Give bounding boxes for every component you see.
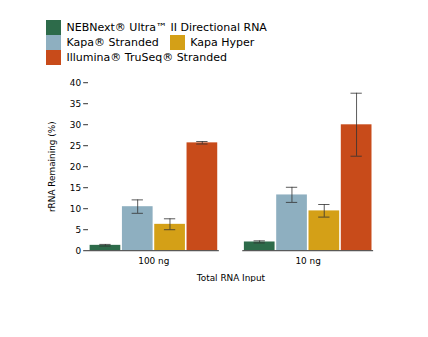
svg-text:25: 25 [70,140,81,150]
svg-text:10: 10 [70,203,82,213]
svg-text:10 ng: 10 ng [295,256,320,266]
html-text:Kapa Hyper: Kapa Hyper [190,36,255,49]
svg-text:rRNA Remaining (%): rRNA Remaining (%) [47,121,57,212]
svg-text:40: 40 [70,77,82,87]
svg-text:15: 15 [70,182,81,192]
html-text:Illumina® TruSeq® Stranded: Illumina® TruSeq® Stranded [66,51,227,64]
html-text:Kapa® Stranded: Kapa® Stranded [66,36,159,49]
svg-text:Total RNA Input: Total RNA Input [196,272,266,282]
svg-text:30: 30 [70,119,82,129]
svg-text:35: 35 [70,98,81,108]
svg-text:5: 5 [75,224,81,234]
html-text:NEBNext® Ultra™ II Directional: NEBNext® Ultra™ II Directional RNA [66,21,267,34]
svg-text:0: 0 [75,245,81,255]
svg-text:20: 20 [70,161,82,171]
svg-text:100 ng: 100 ng [138,256,169,266]
